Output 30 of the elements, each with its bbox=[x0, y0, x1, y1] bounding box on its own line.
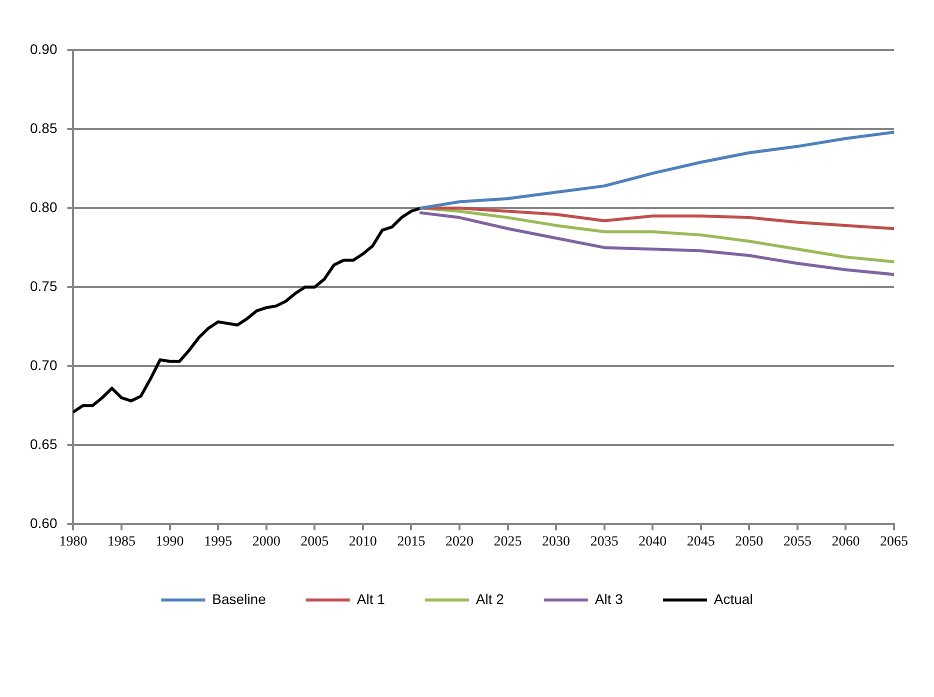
x-tick-label: 1985 bbox=[108, 534, 136, 550]
x-tick-label: 1990 bbox=[156, 534, 184, 550]
y-tick-label: 0.70 bbox=[30, 356, 58, 373]
legend-label: Alt 3 bbox=[594, 590, 624, 607]
legend-label: Alt 1 bbox=[356, 590, 386, 607]
x-tick-label: 2065 bbox=[880, 534, 908, 550]
y-tick-label: 0.65 bbox=[30, 436, 58, 452]
x-tick-label: 1995 bbox=[204, 534, 232, 550]
x-tick-label: 2010 bbox=[348, 534, 377, 550]
x-tick-label: 2055 bbox=[783, 534, 812, 550]
x-tick-label: 2040 bbox=[638, 534, 667, 550]
x-tick-label: 2000 bbox=[252, 534, 280, 550]
x-tick-label: 1980 bbox=[59, 534, 88, 550]
x-tick-label: 2025 bbox=[494, 534, 522, 550]
x-tick-label: 2020 bbox=[445, 534, 474, 550]
legend-label: Baseline bbox=[212, 590, 266, 607]
x-tick-label: 2045 bbox=[686, 534, 715, 550]
y-tick-label: 0.90 bbox=[30, 40, 58, 57]
x-tick-label: 2050 bbox=[735, 534, 764, 550]
y-tick-label: 0.75 bbox=[30, 278, 58, 294]
x-tick-label: 2015 bbox=[397, 534, 426, 550]
legend-label: Alt 2 bbox=[476, 590, 504, 607]
y-tick-label: 0.80 bbox=[30, 198, 58, 215]
x-tick-label: 2005 bbox=[300, 534, 329, 550]
x-tick-label: 2035 bbox=[590, 534, 618, 550]
y-tick-label: 0.60 bbox=[30, 515, 58, 532]
x-tick-label: 2060 bbox=[832, 534, 860, 550]
y-tick-label: 0.85 bbox=[30, 120, 58, 136]
x-tick-label: 2030 bbox=[542, 534, 570, 550]
legend-label: Actual bbox=[714, 590, 753, 607]
